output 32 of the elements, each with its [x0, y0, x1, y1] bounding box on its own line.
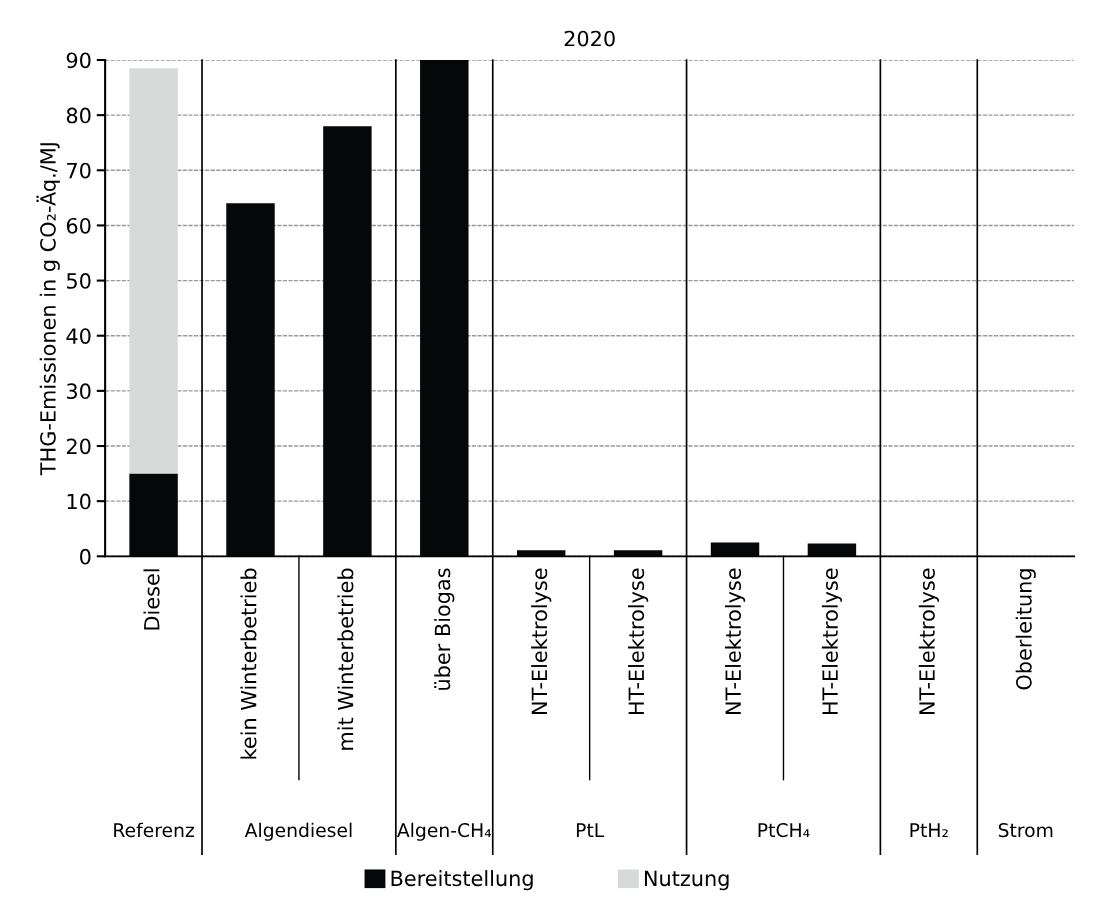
- y-tick-label: 40: [66, 328, 91, 344]
- text: Strom: [998, 823, 1053, 838]
- x-tick-label: HT-Elektrolyse: [628, 568, 649, 715]
- x-tick-label: HT-Elektrolyse: [821, 568, 843, 715]
- text: Referenz: [114, 822, 194, 838]
- x-tick-label: NT-Elektrolyse: [724, 568, 746, 714]
- x-tick-label: über Biogas: [434, 568, 455, 690]
- x-tick-label: kein Winterbetrieb: [240, 568, 257, 759]
- y-tick-label: 50: [67, 273, 91, 289]
- bar: [129, 68, 178, 474]
- x-tick-label: Oberleitung: [1015, 569, 1036, 690]
- text: PtCH₄: [758, 823, 810, 838]
- chart-title: 2020: [564, 30, 615, 47]
- x-tick-label: NT-Elektrolyse: [918, 568, 939, 714]
- legend-label: Nutzung: [644, 870, 729, 891]
- y-tick-label: 20: [66, 438, 91, 455]
- text: PtH₂: [910, 823, 948, 838]
- text: Algen-CH₄: [397, 822, 492, 841]
- y-tick-label: 0: [80, 548, 91, 565]
- x-tick-label: mit Winterbetrieb: [337, 568, 354, 750]
- legend-label: Bereitstellung: [391, 870, 533, 891]
- y-axis-title: THG-Emissionen in g CO₂-Äq./MJ: [36, 143, 60, 476]
- y-tick-label: 80: [66, 107, 91, 124]
- text: PtL: [576, 823, 605, 837]
- y-tick-label: 90: [66, 52, 91, 69]
- x-tick-label: Diesel: [143, 569, 160, 630]
- y-tick-label: 30: [67, 383, 91, 400]
- y-tick-label: 10: [67, 493, 91, 510]
- y-tick-label: 60: [66, 217, 91, 234]
- y-tick-label: 70: [67, 162, 91, 179]
- text: Algendiesel: [244, 822, 352, 841]
- x-tick-label: NT-Elektrolyse: [531, 568, 552, 714]
